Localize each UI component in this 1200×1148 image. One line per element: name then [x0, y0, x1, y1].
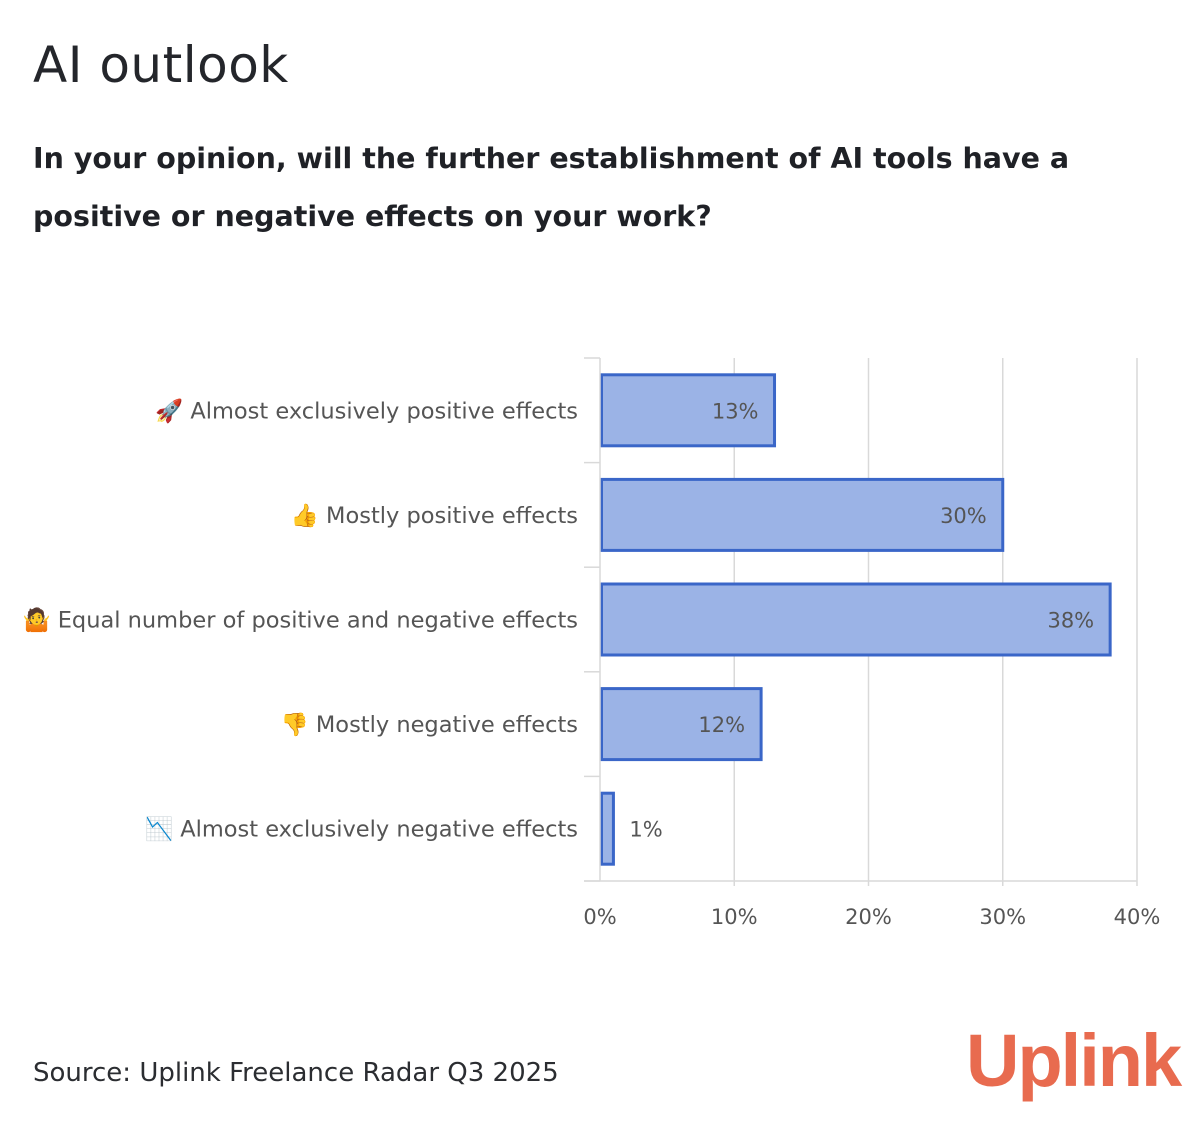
data-label: 12%: [698, 713, 745, 737]
category-label: 🤷 Equal number of positive and negative …: [23, 606, 578, 634]
x-tick-label: 40%: [1114, 905, 1161, 929]
bar-chart: 0% 10% 20% 30% 40% 🚀 Almost exclusively posit…: [23, 357, 1161, 929]
chart-title: AI outlook: [33, 36, 289, 94]
bar: [600, 791, 615, 866]
category-label: 📉 Almost exclusively negative effects: [145, 816, 578, 843]
bar: [600, 582, 1112, 657]
x-tick-label: 10%: [711, 905, 758, 929]
x-tick-label: 0%: [583, 905, 616, 929]
category-label: 🚀 Almost exclusively positive effects: [155, 397, 578, 424]
bar: [600, 477, 1005, 552]
data-label: 30%: [940, 504, 987, 528]
bar: [600, 373, 777, 448]
x-tick-label: 30%: [979, 905, 1026, 929]
data-label: 13%: [712, 399, 759, 423]
uplink-logo: Uplink: [966, 1019, 1182, 1102]
axes: [584, 357, 1137, 882]
bars: [600, 373, 1112, 866]
labels: 0% 10% 20% 30% 40% 🚀 Almost exclusively posit…: [23, 397, 1161, 929]
x-tick-label: 20%: [845, 905, 892, 929]
data-label: 38%: [1047, 609, 1094, 633]
source-note: Source: Uplink Freelance Radar Q3 2025: [33, 1058, 559, 1088]
category-label: 👍 Mostly positive effects: [291, 502, 578, 529]
data-label: 1%: [629, 818, 662, 842]
category-label: 👎 Mostly negative effects: [281, 712, 578, 738]
chart-subtitle: In your opinion, will the further establ…: [33, 142, 1070, 233]
bar: [600, 687, 763, 762]
